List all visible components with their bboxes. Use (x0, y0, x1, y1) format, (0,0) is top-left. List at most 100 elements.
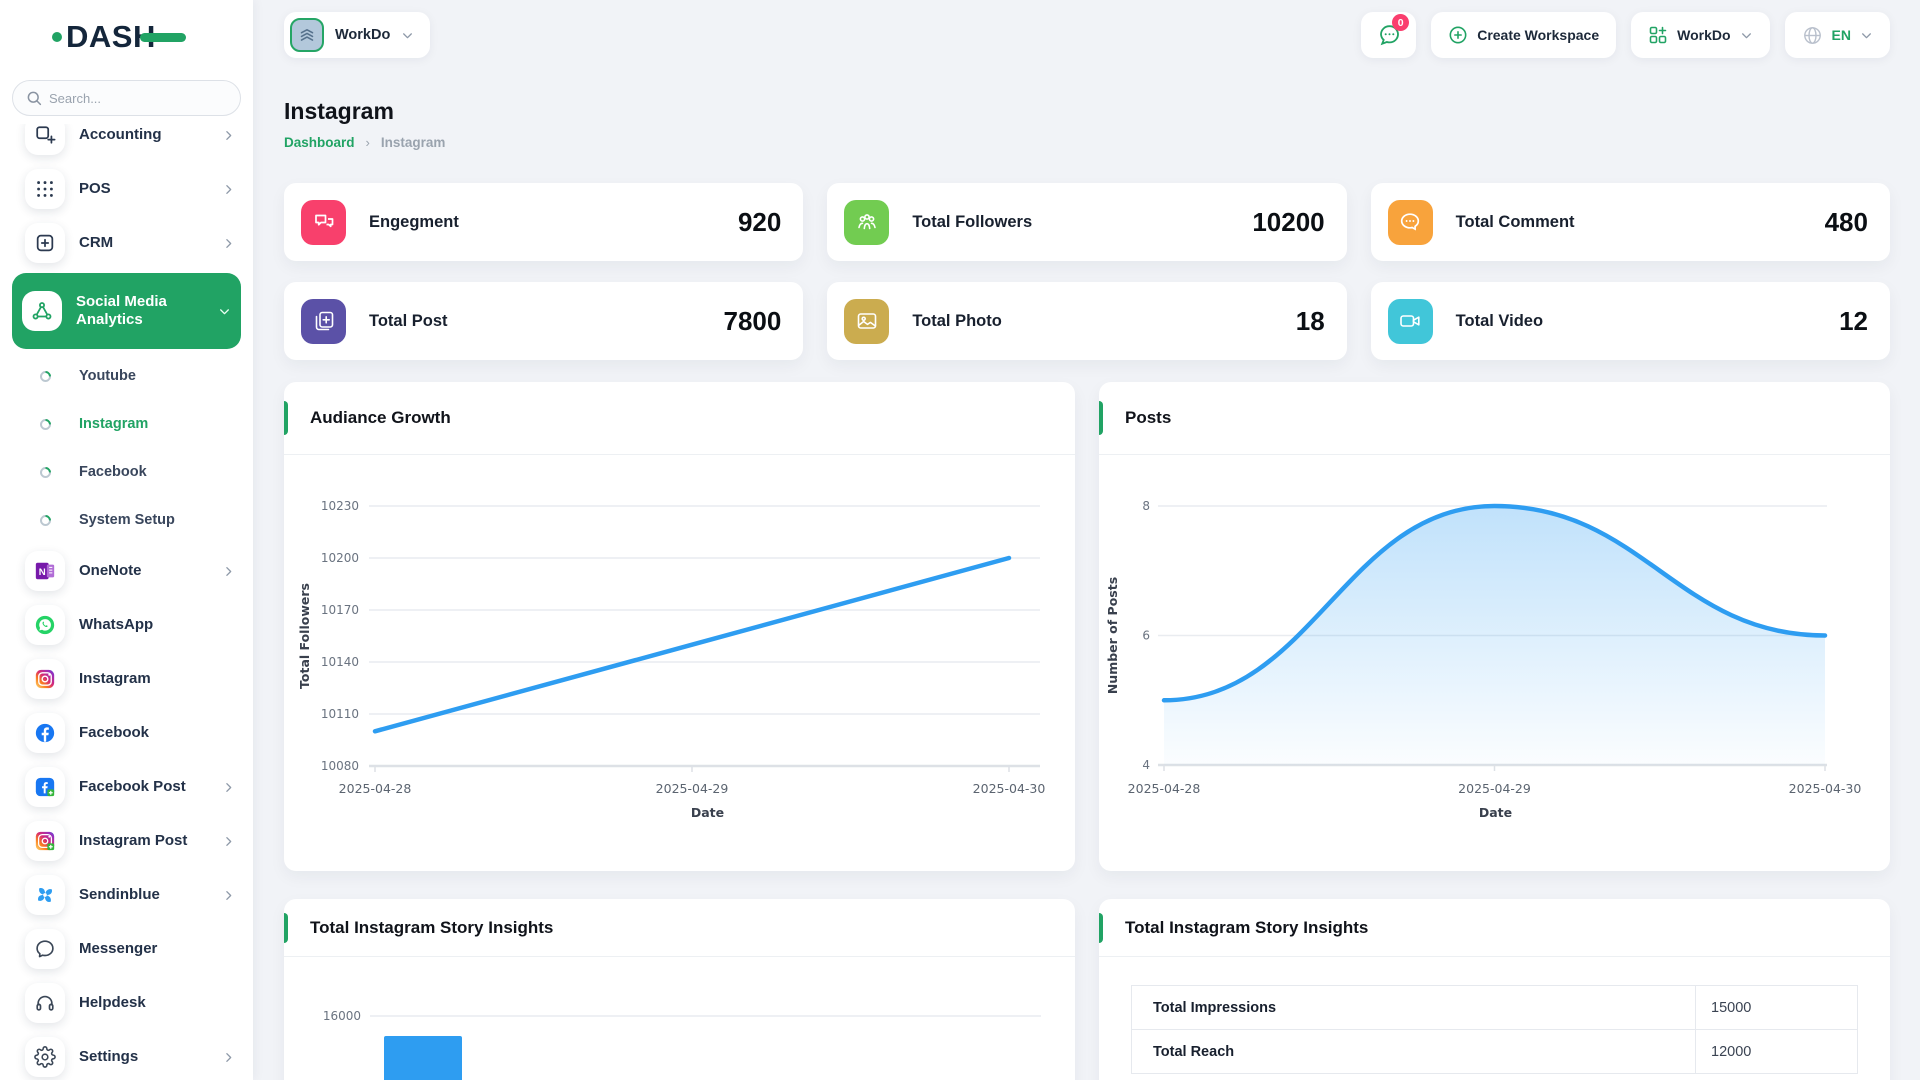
card-accent-bar (284, 912, 288, 943)
svg-text:Number of Posts: Number of Posts (1105, 577, 1120, 694)
card-accent-bar (1099, 912, 1103, 943)
sidebar-item-facebook-post[interactable]: Facebook Post (12, 760, 241, 814)
sidebar-item-accounting[interactable]: Accounting (12, 124, 241, 162)
sidebar-subitem-system-setup[interactable]: System Setup (12, 496, 241, 544)
svg-text:2025-04-30: 2025-04-30 (1789, 781, 1862, 796)
stat-card-total-video: Total Video 12 (1370, 282, 1890, 360)
sidebar-item-messenger[interactable]: Messenger (12, 922, 241, 976)
topbar-actions: 0 Create Workspace WorkDo EN (1361, 12, 1890, 58)
engagement-icon (301, 199, 346, 245)
social-media-analytics-icon (22, 291, 62, 331)
workspace-selector[interactable]: WorkDo (284, 12, 431, 58)
audience-growth-chart: 10230 10200 10170 10140 10110 10080 2025-04-28… (284, 455, 1075, 871)
sidebar-subitem-youtube[interactable]: Youtube (12, 352, 241, 400)
sidebar-item-crm[interactable]: CRM (12, 216, 241, 270)
sidebar-item-label: WhatsApp (79, 616, 154, 633)
story-insights-table-title: Total Instagram Story Insights (1125, 917, 1369, 937)
followers-icon (844, 199, 890, 245)
chevron-right-icon (222, 889, 235, 902)
story-insights-bar-chart: 1600015000 (284, 957, 1075, 1080)
sidebar-item-label: Instagram Post (79, 832, 188, 849)
instagram-post-icon (25, 821, 65, 861)
sidebar-item-instagram[interactable]: Instagram (12, 652, 241, 706)
stat-label: Engegment (369, 212, 459, 231)
plus-circle-icon (1448, 25, 1468, 45)
facebook-icon (25, 713, 65, 753)
svg-text:2025-04-29: 2025-04-29 (1458, 781, 1531, 796)
crm-icon (25, 223, 65, 263)
instagram-icon (25, 659, 65, 699)
sidebar-item-instagram-post[interactable]: Instagram Post (12, 814, 241, 868)
card-accent-bar (1099, 401, 1103, 435)
page-title: Instagram (284, 98, 394, 124)
sidebar-item-social-media-analytics[interactable]: Social Media Analytics (12, 273, 241, 349)
chevron-down-icon (1740, 29, 1753, 42)
accounting-icon (25, 124, 65, 155)
divider (284, 956, 1075, 957)
logo-dash-icon (139, 32, 186, 42)
sidebar-item-sendinblue[interactable]: Sendinblue (12, 868, 241, 922)
bullet-ring-icon (25, 464, 65, 480)
sidebar-subitem-facebook[interactable]: Facebook (12, 448, 241, 496)
story-insights-table-card: Total Instagram Story Insights Total Imp… (1099, 899, 1890, 1080)
workspace-name: WorkDo (335, 27, 391, 43)
stat-card-total-comment: Total Comment 480 (1370, 183, 1890, 261)
chevron-down-icon (1860, 29, 1873, 42)
breadcrumb-dashboard-link[interactable]: Dashboard (284, 134, 355, 150)
sidebar-item-facebook[interactable]: Facebook (12, 706, 241, 760)
sidebar-subitem-instagram[interactable]: Instagram (12, 400, 241, 448)
sidebar-item-label: Sendinblue (79, 886, 160, 903)
card-header: Total Instagram Story Insights (284, 899, 1075, 956)
sidebar-item-helpdesk[interactable]: Helpdesk (12, 976, 241, 1030)
sidebar-item-label: Settings (79, 1048, 139, 1065)
divider (1099, 454, 1890, 455)
sidebar-item-pos[interactable]: POS (12, 162, 241, 216)
chevron-right-icon (222, 237, 235, 250)
card-header: Audiance Growth (284, 382, 1075, 454)
sidebar-item-settings[interactable]: Settings (12, 1030, 241, 1080)
svg-text:2025-04-30: 2025-04-30 (973, 781, 1046, 796)
story-insights-table: Total Impressions 15000 Total Reach 12000 (1131, 985, 1858, 1074)
helpdesk-icon (25, 983, 65, 1023)
breadcrumb-separator-icon: › (365, 134, 370, 150)
create-workspace-button[interactable]: Create Workspace (1431, 12, 1617, 58)
app-logo[interactable]: DASH (0, 0, 253, 74)
chevron-right-icon (222, 1051, 235, 1064)
stat-label: Total Followers (912, 212, 1033, 231)
chevron-down-icon (218, 305, 231, 318)
svg-text:Total Followers: Total Followers (297, 583, 312, 689)
search-icon (25, 89, 43, 107)
bullet-ring-icon (25, 416, 65, 432)
svg-text:10200: 10200 (321, 551, 359, 565)
settings-icon (25, 1037, 65, 1077)
svg-text:8: 8 (1142, 499, 1150, 513)
svg-text:10170: 10170 (321, 603, 359, 617)
sidebar-item-label: Messenger (79, 940, 158, 957)
search-box (12, 80, 241, 116)
charts-row: Audiance Growth 10230 10200 10170 10140 1011… (284, 382, 1890, 871)
sidebar-item-onenote[interactable]: N OneNote (12, 544, 241, 598)
stat-value: 10200 (1252, 206, 1325, 237)
card-header: Total Instagram Story Insights (1099, 899, 1890, 956)
search-input[interactable] (12, 80, 241, 116)
video-icon (1387, 298, 1433, 344)
stats-grid: Engegment 920 Total Followers 10200 Total Co… (284, 183, 1890, 360)
chevron-right-icon (222, 781, 235, 794)
stat-value: 480 (1824, 206, 1868, 237)
sidebar-item-whatsapp[interactable]: WhatsApp (12, 598, 241, 652)
messages-button[interactable]: 0 (1361, 12, 1417, 58)
stat-label: Total Photo (912, 311, 1002, 330)
language-button[interactable]: EN (1784, 12, 1890, 58)
stat-card-total-photo: Total Photo 18 (827, 282, 1347, 360)
chevron-right-icon (222, 835, 235, 848)
audience-growth-card: Audiance Growth 10230 10200 10170 10140 1011… (284, 382, 1075, 871)
language-label: EN (1831, 27, 1851, 43)
table-row-total-impressions: Total Impressions 15000 (1131, 985, 1858, 1030)
chevron-down-icon (401, 29, 414, 42)
chevron-right-icon (222, 183, 235, 196)
workdo-menu-button[interactable]: WorkDo (1631, 12, 1770, 58)
sidebar-subitem-label: System Setup (79, 512, 175, 528)
messenger-icon (25, 929, 65, 969)
svg-text:Date: Date (691, 805, 724, 820)
divider (284, 454, 1075, 455)
